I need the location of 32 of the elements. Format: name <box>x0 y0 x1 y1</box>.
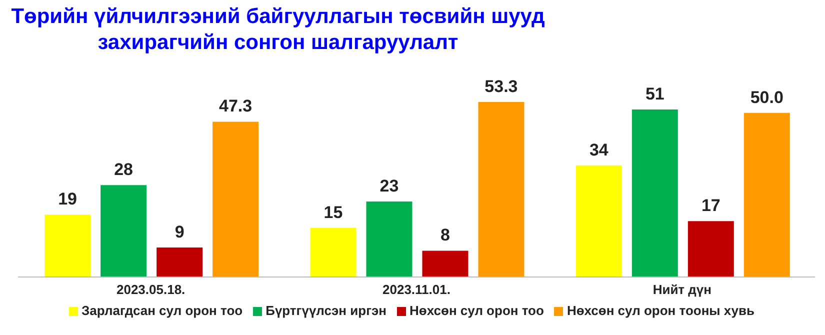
x-tick-label: 2023.11.01. <box>382 282 450 298</box>
bar <box>44 214 91 277</box>
data-label: 15 <box>324 202 343 222</box>
bar <box>576 165 622 277</box>
bar <box>744 112 790 277</box>
legend-label: Бүртгүүлсэн иргэн <box>266 303 387 318</box>
bar <box>366 201 412 277</box>
data-label: 19 <box>58 190 78 209</box>
x-tick-label: Нийт дүн <box>652 282 712 298</box>
legend-label: Нөхсөн сул орон тоо <box>410 303 544 318</box>
bar <box>100 185 147 277</box>
legend-label: Нөхсөн сул орон тооны хувь <box>566 303 754 318</box>
data-label: 34 <box>589 140 609 160</box>
bar <box>688 221 734 277</box>
data-label: 8 <box>440 226 450 245</box>
data-label: 23 <box>380 176 399 196</box>
bar <box>310 228 356 277</box>
data-label: 50.0 <box>750 88 784 107</box>
x-tick-label: 2023.05.18. <box>116 282 186 298</box>
data-label: 17 <box>701 196 720 216</box>
chart-title: Төрийн үйлчилгээний байгууллагын төсвийн шууд захирагчийн сонгон шалгаруулалт <box>10 4 546 56</box>
data-label: 53.3 <box>484 77 518 96</box>
bar <box>478 102 524 277</box>
bar <box>422 250 468 277</box>
bar <box>632 110 678 277</box>
bar <box>212 122 259 277</box>
data-label: 9 <box>174 222 184 242</box>
data-label: 47.3 <box>219 96 252 116</box>
bar <box>156 247 203 277</box>
data-label: 51 <box>645 84 664 104</box>
data-label: 28 <box>114 160 134 180</box>
legend-label: Зарлагдсан сул орон тоо <box>82 303 243 318</box>
